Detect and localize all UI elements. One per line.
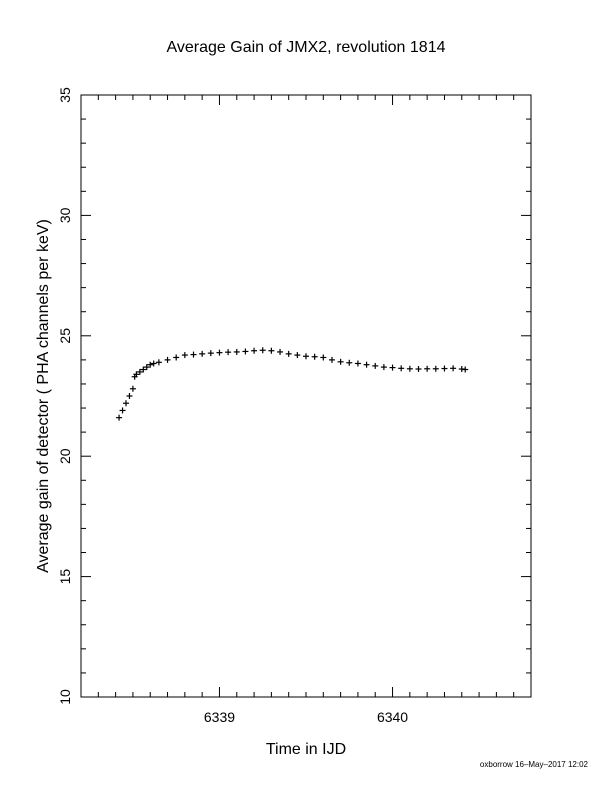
data-point <box>354 360 361 367</box>
data-point <box>123 400 129 407</box>
data-point <box>225 349 232 356</box>
axis-tick-labels: 6339 6340 10 15 20 25 30 35 <box>57 87 408 725</box>
data-point <box>233 348 240 355</box>
y-tick-label: 15 <box>57 569 73 585</box>
data-point <box>150 360 157 367</box>
y-axis-label: Average gain of detector ( PHA channels … <box>35 219 52 573</box>
data-point <box>363 361 370 368</box>
data-point <box>242 348 249 355</box>
data-point <box>320 354 327 361</box>
data-point <box>126 393 133 399</box>
data-point <box>181 352 188 359</box>
data-point <box>277 348 284 355</box>
data-point <box>285 350 292 357</box>
data-point <box>207 350 214 357</box>
data-point <box>119 407 126 414</box>
data-point <box>398 365 405 372</box>
data-point <box>136 368 143 375</box>
data-point <box>164 356 171 363</box>
data-point <box>441 365 448 372</box>
data-point <box>432 365 439 372</box>
data-point <box>140 366 147 373</box>
y-tick-label: 10 <box>57 689 73 705</box>
data-point <box>424 365 431 372</box>
data-point <box>346 359 353 366</box>
y-tick-label: 30 <box>57 207 73 223</box>
chart-title: Average Gain of JMX2, revolution 1814 <box>167 39 446 56</box>
data-point <box>251 347 258 354</box>
data-point <box>147 361 154 368</box>
data-point <box>199 350 206 357</box>
data-point <box>190 351 197 358</box>
data-point <box>129 385 136 392</box>
footer-credit: oxborrow 16–May–2017 12:02 <box>479 760 588 769</box>
data-point <box>116 414 123 421</box>
axis-ticks <box>80 94 532 698</box>
plot-frame <box>80 94 532 698</box>
data-point <box>450 365 457 372</box>
data-point <box>216 349 223 356</box>
data-point <box>268 347 275 354</box>
data-point <box>311 353 318 360</box>
data-point <box>380 364 387 371</box>
data-point <box>337 358 344 365</box>
data-point <box>259 347 266 354</box>
x-tick-label: 6340 <box>377 709 408 725</box>
data-point <box>303 353 309 360</box>
data-point <box>406 365 413 372</box>
data-point <box>328 356 335 363</box>
data-point <box>462 366 469 373</box>
data-point <box>415 366 422 373</box>
x-tick-label: 6339 <box>204 709 235 725</box>
data-point <box>133 371 140 378</box>
data-point <box>143 364 150 371</box>
data-point <box>389 364 396 371</box>
data-points <box>116 347 469 421</box>
y-tick-label: 25 <box>57 328 73 344</box>
y-tick-label: 20 <box>57 448 73 464</box>
y-tick-label: 35 <box>57 87 73 103</box>
data-point <box>294 352 301 359</box>
data-point <box>372 362 379 369</box>
x-axis-label: Time in IJD <box>266 741 346 758</box>
data-point <box>173 354 180 361</box>
data-point <box>155 359 162 366</box>
